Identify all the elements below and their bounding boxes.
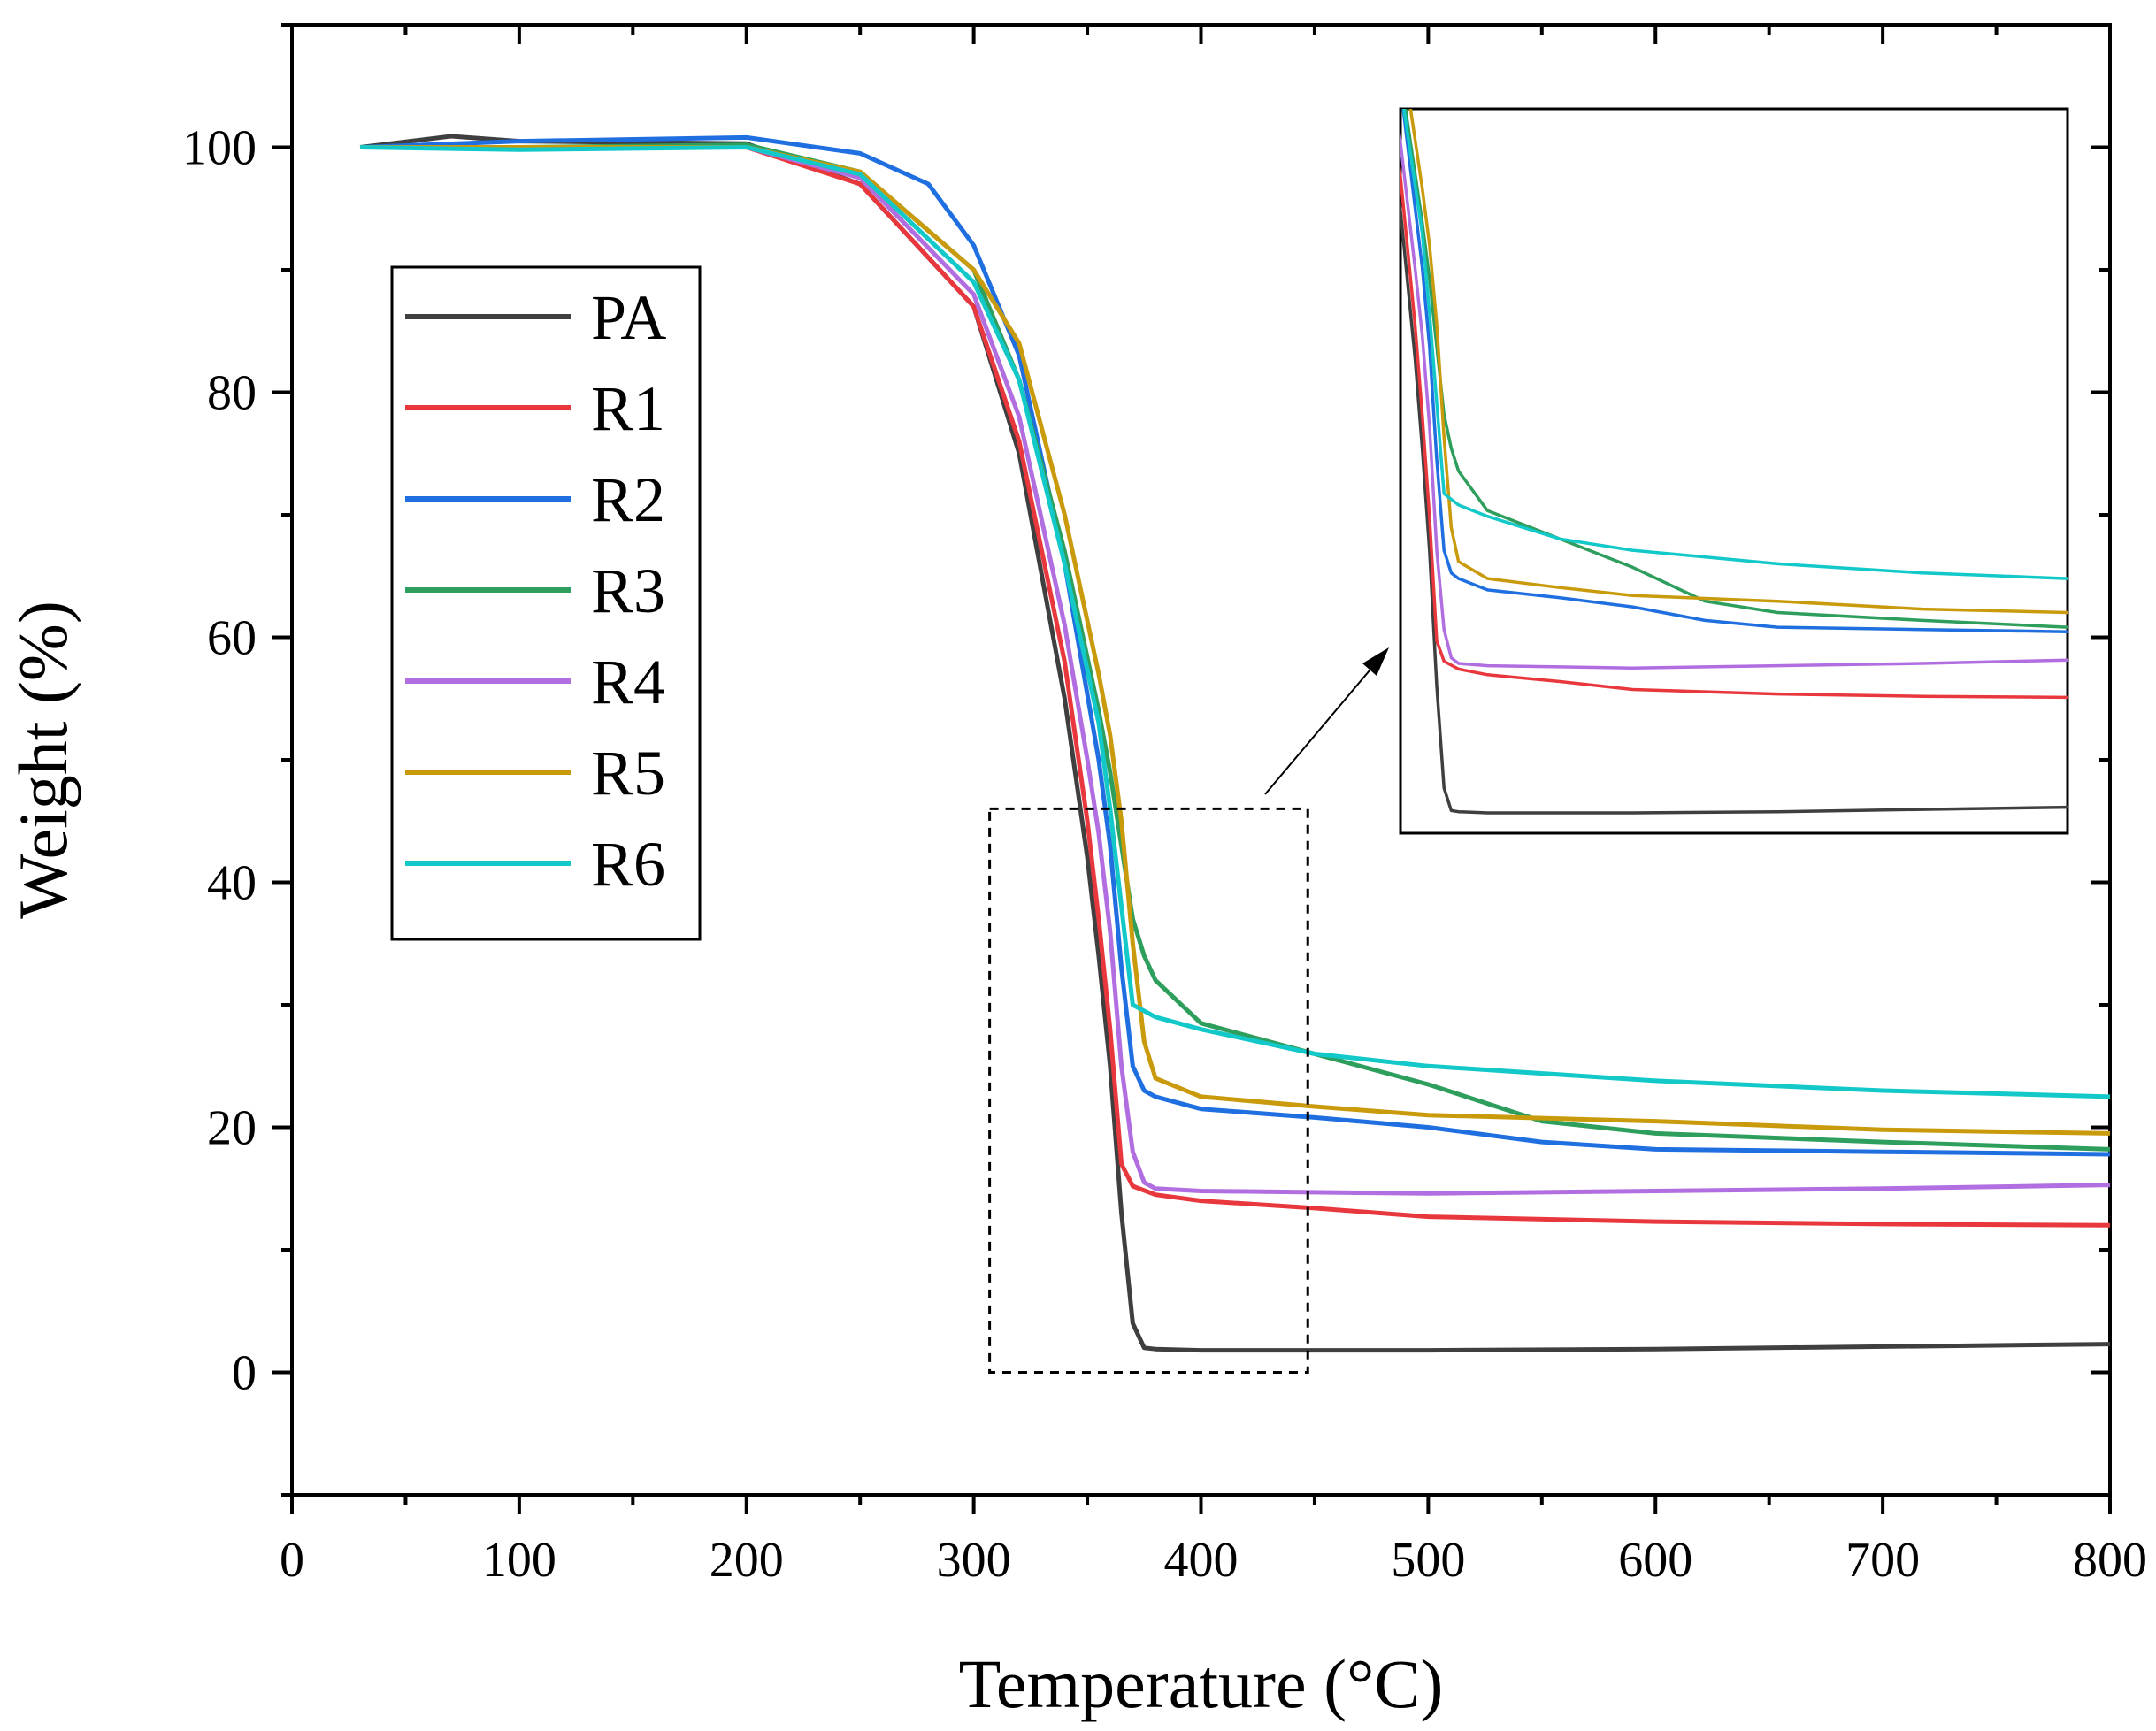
inset-frame bbox=[1399, 107, 2069, 835]
x-tick-label: 100 bbox=[482, 1533, 556, 1588]
legend-box bbox=[390, 265, 702, 941]
y-tick-label: 100 bbox=[182, 121, 257, 176]
inset-series-line-r5 bbox=[1408, 109, 2068, 615]
legend-label-r5: R5 bbox=[591, 738, 665, 808]
series-line-r4 bbox=[360, 145, 2111, 1196]
inset-panel bbox=[1399, 107, 2069, 835]
y-tick-label: 80 bbox=[207, 366, 257, 421]
x-tick-label: 700 bbox=[1845, 1533, 1920, 1588]
x-tick-label: 500 bbox=[1391, 1533, 1465, 1588]
y-axis-title: Weight (%) bbox=[4, 601, 81, 919]
series-line-r6 bbox=[360, 145, 2111, 1099]
legend-label-r3: R3 bbox=[591, 555, 665, 626]
zoom-arrow-head bbox=[1362, 647, 1389, 676]
x-axis-title: Temperature (°C) bbox=[959, 1645, 1444, 1722]
y-tick-label: 60 bbox=[207, 611, 257, 666]
inset-series-line-r6 bbox=[1402, 109, 2068, 580]
axes: 0 100 200 300 400 500 600 700 800 0 20 40 60 80 100 bbox=[182, 23, 2147, 1588]
x-tick-label: 400 bbox=[1164, 1533, 1239, 1588]
series-layer bbox=[359, 134, 2111, 1353]
inset-series-line-r2 bbox=[1401, 109, 2068, 633]
inset-series-line-r1 bbox=[1400, 165, 2068, 700]
y-tick-label: 0 bbox=[232, 1346, 257, 1401]
inset-series-layer bbox=[1400, 109, 2068, 815]
legend-label-r1: R1 bbox=[591, 373, 665, 444]
legend-label-pa: PA bbox=[591, 282, 666, 353]
series-line-r1 bbox=[360, 145, 2111, 1228]
inset-series-line-r4 bbox=[1400, 132, 2068, 670]
zoom-region-box bbox=[988, 807, 1309, 1374]
legend-label-r4: R4 bbox=[591, 647, 665, 717]
x-tick-label: 300 bbox=[937, 1533, 1011, 1588]
zoom-box bbox=[988, 647, 1389, 1374]
legend-label-r2: R2 bbox=[591, 464, 665, 535]
x-tick-label: 0 bbox=[280, 1533, 304, 1588]
y-tick-label: 40 bbox=[207, 856, 257, 911]
inset-series-line-pa bbox=[1400, 198, 2068, 815]
legend: PA R1 R2 R3 R4 R5 R6 bbox=[390, 265, 702, 941]
series-line-r2 bbox=[360, 134, 2111, 1157]
series-line-r5 bbox=[360, 145, 2111, 1136]
x-tick-label: 600 bbox=[1618, 1533, 1692, 1588]
zoom-arrow-line bbox=[1264, 670, 1370, 795]
x-tick-label: 200 bbox=[710, 1533, 784, 1588]
y-tick-label: 20 bbox=[207, 1101, 257, 1156]
x-tick-label: 800 bbox=[2073, 1533, 2147, 1588]
legend-label-r6: R6 bbox=[591, 829, 665, 900]
